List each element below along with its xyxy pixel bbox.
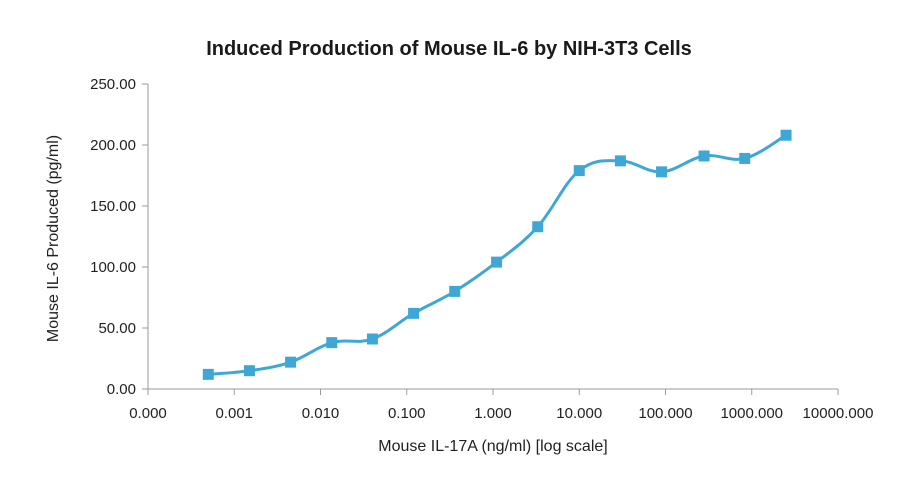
y-tick-label: 100.00 xyxy=(90,259,136,276)
data-point xyxy=(614,155,626,167)
y-tick-label: 50.00 xyxy=(98,320,136,337)
data-point xyxy=(285,356,297,368)
tick-labels: 0.00 50.00 100.00 150.00 200.00 250.00 0.000 0.… xyxy=(90,76,873,422)
x-tick-label: 1000.000 xyxy=(720,405,783,422)
data-point xyxy=(739,152,751,164)
x-tick-label: 10000.000 xyxy=(803,405,874,422)
y-axis-title: Mouse IL-6 Produced (pg/ml) xyxy=(45,135,62,342)
x-tick-label: 10.000 xyxy=(556,405,602,422)
data-markers xyxy=(202,129,792,380)
y-tick-label: 150.00 xyxy=(90,198,136,215)
data-point xyxy=(532,221,544,233)
data-point xyxy=(656,166,668,178)
y-tick-label: 250.00 xyxy=(90,76,136,93)
x-tick-label: 1.000 xyxy=(474,405,512,422)
data-point xyxy=(202,368,214,380)
series-line xyxy=(208,133,787,376)
data-point xyxy=(449,285,461,297)
chart-title: Induced Production of Mouse IL-6 by NIH-… xyxy=(206,38,692,60)
data-point xyxy=(780,129,792,141)
data-point xyxy=(491,256,503,268)
data-point xyxy=(698,150,710,162)
x-axis-title: Mouse IL-17A (ng/ml) [log scale] xyxy=(378,438,607,455)
y-tick-label: 0.00 xyxy=(107,381,136,398)
data-point xyxy=(408,307,420,319)
x-tick-label: 0.001 xyxy=(215,405,253,422)
x-tick-label: 0.000 xyxy=(129,405,167,422)
data-point xyxy=(573,165,585,177)
data-point xyxy=(243,365,255,377)
x-tick-label: 0.010 xyxy=(302,405,340,422)
y-tick-label: 200.00 xyxy=(90,137,136,154)
axes xyxy=(142,83,839,395)
data-point xyxy=(366,333,378,345)
data-point xyxy=(326,337,338,349)
x-tick-label: 100.000 xyxy=(638,405,692,422)
x-tick-label: 0.100 xyxy=(388,405,426,422)
